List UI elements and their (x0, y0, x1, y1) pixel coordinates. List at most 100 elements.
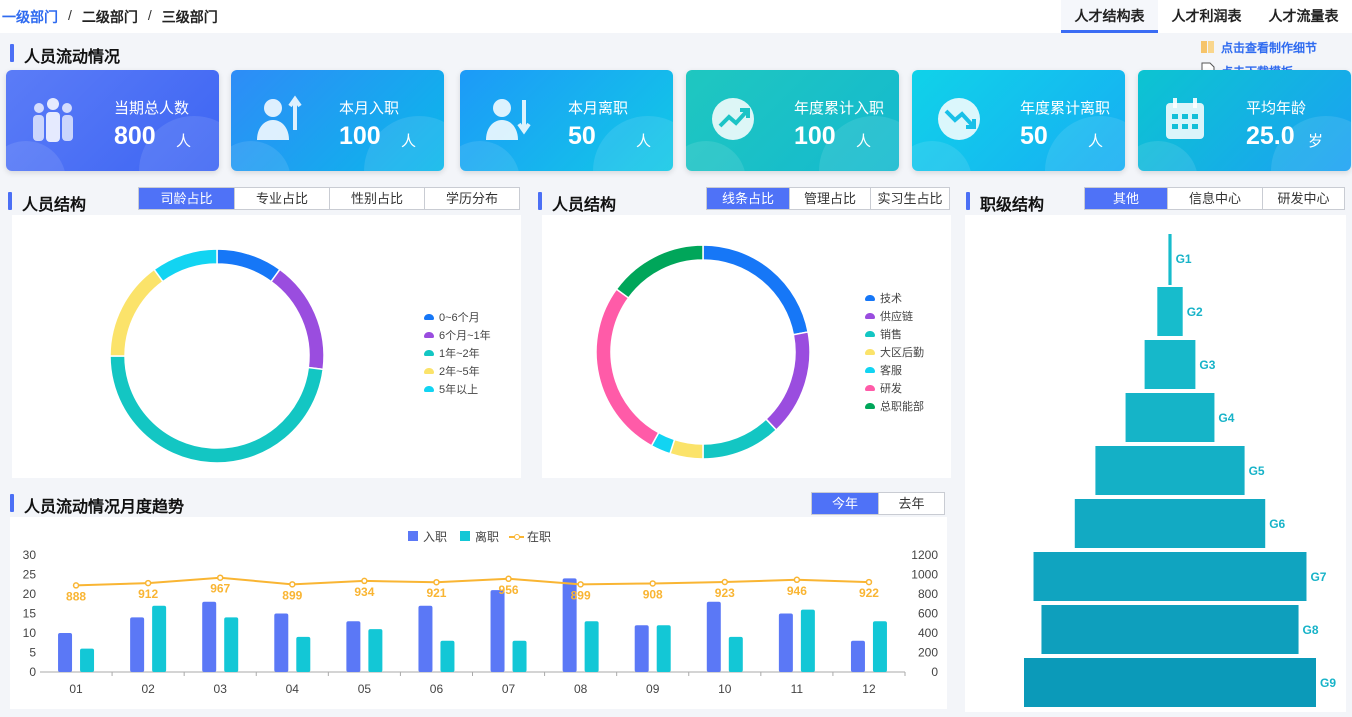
donut-slice-4[interactable] (668, 438, 704, 460)
bar-入职[interactable] (202, 601, 217, 672)
trend-legend-label[interactable]: 入职 (423, 530, 447, 544)
bar-离职[interactable] (584, 621, 599, 672)
breadcrumb: 一级部门 / 二级部门 / 三级部门 (2, 7, 218, 27)
level-bar-G1[interactable] (1168, 234, 1172, 285)
bar-入职[interactable] (562, 578, 577, 672)
level-bar-G8[interactable] (1041, 605, 1299, 654)
breadcrumb-level2[interactable]: 二级部门 (81, 9, 138, 25)
level-bar-G3[interactable] (1144, 340, 1196, 389)
donut-slice-4[interactable] (109, 268, 164, 357)
legend-item[interactable]: 大区后勤 (865, 343, 924, 361)
tab-other[interactable]: 其他 (1085, 188, 1167, 209)
bar-入职[interactable] (490, 590, 505, 672)
legend-item[interactable]: 销售 (865, 325, 924, 343)
legend-item[interactable]: 研发 (865, 379, 924, 397)
line-point[interactable] (216, 574, 224, 581)
x-tick-label: 06 (430, 682, 444, 696)
line-point[interactable] (649, 580, 656, 587)
tab-talent-flow[interactable]: 人才流量表 (1268, 8, 1339, 24)
tab-intern-ratio[interactable]: 实习生占比 (870, 188, 949, 209)
donut-slice-3[interactable] (109, 355, 324, 464)
line-point[interactable] (793, 576, 801, 584)
legend-item[interactable]: 5年以上 (424, 380, 491, 398)
donut-slice-5[interactable] (153, 248, 218, 283)
legend-item[interactable]: 客服 (865, 361, 924, 379)
bar-离职[interactable] (800, 609, 815, 672)
line-point[interactable] (505, 575, 512, 583)
legend-item[interactable]: 总职能部 (865, 397, 924, 415)
bar-离职[interactable] (296, 636, 311, 672)
donut-slice-1[interactable] (216, 248, 281, 283)
kpi-unit: 岁 (1308, 133, 1324, 150)
legend-item[interactable]: 2年~5年 (424, 362, 491, 380)
kpi-label: 当期总人数 (114, 100, 190, 117)
bar-离职[interactable] (80, 648, 95, 672)
donut-slice-2[interactable] (764, 331, 811, 432)
tab-major-ratio[interactable]: 专业占比 (234, 188, 329, 209)
line-point[interactable] (72, 582, 80, 589)
level-bar-G9[interactable] (1024, 658, 1316, 707)
level-label: G5 (1249, 464, 1265, 478)
line-point[interactable] (577, 581, 584, 588)
level-bar-G4[interactable] (1125, 393, 1215, 442)
legend-item[interactable]: 技术 (865, 289, 924, 307)
bar-离职[interactable] (512, 640, 527, 672)
tab-line-ratio[interactable]: 线条占比 (707, 188, 789, 209)
bar-离职[interactable] (656, 625, 671, 672)
line-point[interactable] (144, 579, 152, 587)
donut-slice-3[interactable] (702, 418, 778, 460)
bar-离职[interactable] (728, 636, 743, 672)
donut-slice-6[interactable] (595, 288, 660, 447)
line-point[interactable] (433, 578, 440, 586)
line-point[interactable] (361, 577, 368, 585)
bar-离职[interactable] (368, 629, 383, 672)
breadcrumb-level1[interactable]: 一级部门 (2, 9, 58, 25)
tab-talent-profit[interactable]: 人才利润表 (1171, 8, 1242, 24)
donut-slice-1[interactable] (702, 244, 809, 336)
tab-management-ratio[interactable]: 管理占比 (789, 188, 870, 209)
bar-离职[interactable] (152, 605, 167, 672)
tab-this-year[interactable]: 今年 (812, 493, 878, 514)
view-details-link[interactable]: 点击查看制作细节 (1200, 35, 1317, 59)
level-label: G8 (1303, 623, 1319, 637)
tab-tenure-ratio[interactable]: 司龄占比 (139, 188, 234, 209)
bar-入职[interactable] (130, 617, 145, 672)
bar-入职[interactable] (346, 621, 361, 672)
kpi-label: 年度累计入职 (794, 100, 885, 117)
level-bar-G7[interactable] (1033, 552, 1307, 601)
bar-离职[interactable] (224, 617, 239, 672)
bar-入职[interactable] (634, 625, 649, 672)
legend-item[interactable]: 1年~2年 (424, 344, 491, 362)
bar-入职[interactable] (850, 640, 865, 672)
tab-education-distribution[interactable]: 学历分布 (424, 188, 519, 209)
legend-item[interactable]: 供应链 (865, 307, 924, 325)
bar-入职[interactable] (58, 633, 73, 672)
tab-gender-ratio[interactable]: 性别占比 (329, 188, 424, 209)
legend-item[interactable]: 6个月~1年 (424, 326, 491, 344)
legend-item[interactable]: 0~6个月 (424, 308, 491, 326)
bar-入职[interactable] (778, 613, 793, 673)
level-bar-G6[interactable] (1074, 499, 1266, 548)
bar-入职[interactable] (274, 613, 289, 673)
donut-slice-2[interactable] (270, 268, 325, 371)
tab-talent-structure[interactable]: 人才结构表 (1061, 0, 1158, 33)
trend-legend-label[interactable]: 在职 (527, 530, 551, 544)
donut-slice-7[interactable] (615, 244, 704, 299)
level-bar-G5[interactable] (1095, 446, 1245, 495)
bar-入职[interactable] (418, 605, 433, 672)
kpi-label: 平均年龄 (1246, 100, 1307, 117)
line-在职[interactable] (76, 576, 869, 587)
line-point[interactable] (721, 578, 729, 586)
breadcrumb-level3[interactable]: 三级部门 (161, 9, 218, 25)
bar-入职[interactable] (706, 601, 721, 672)
tab-rd-center[interactable]: 研发中心 (1262, 188, 1344, 209)
line-point[interactable] (289, 581, 296, 588)
trend-legend-label[interactable]: 离职 (475, 529, 499, 544)
bar-离职[interactable] (872, 621, 887, 672)
level-bar-G2[interactable] (1157, 287, 1183, 336)
bar-离职[interactable] (440, 640, 455, 672)
line-point[interactable] (865, 578, 873, 586)
tab-info-center[interactable]: 信息中心 (1167, 188, 1262, 209)
tab-last-year[interactable]: 去年 (878, 493, 944, 514)
line-data-label: 923 (715, 586, 735, 600)
